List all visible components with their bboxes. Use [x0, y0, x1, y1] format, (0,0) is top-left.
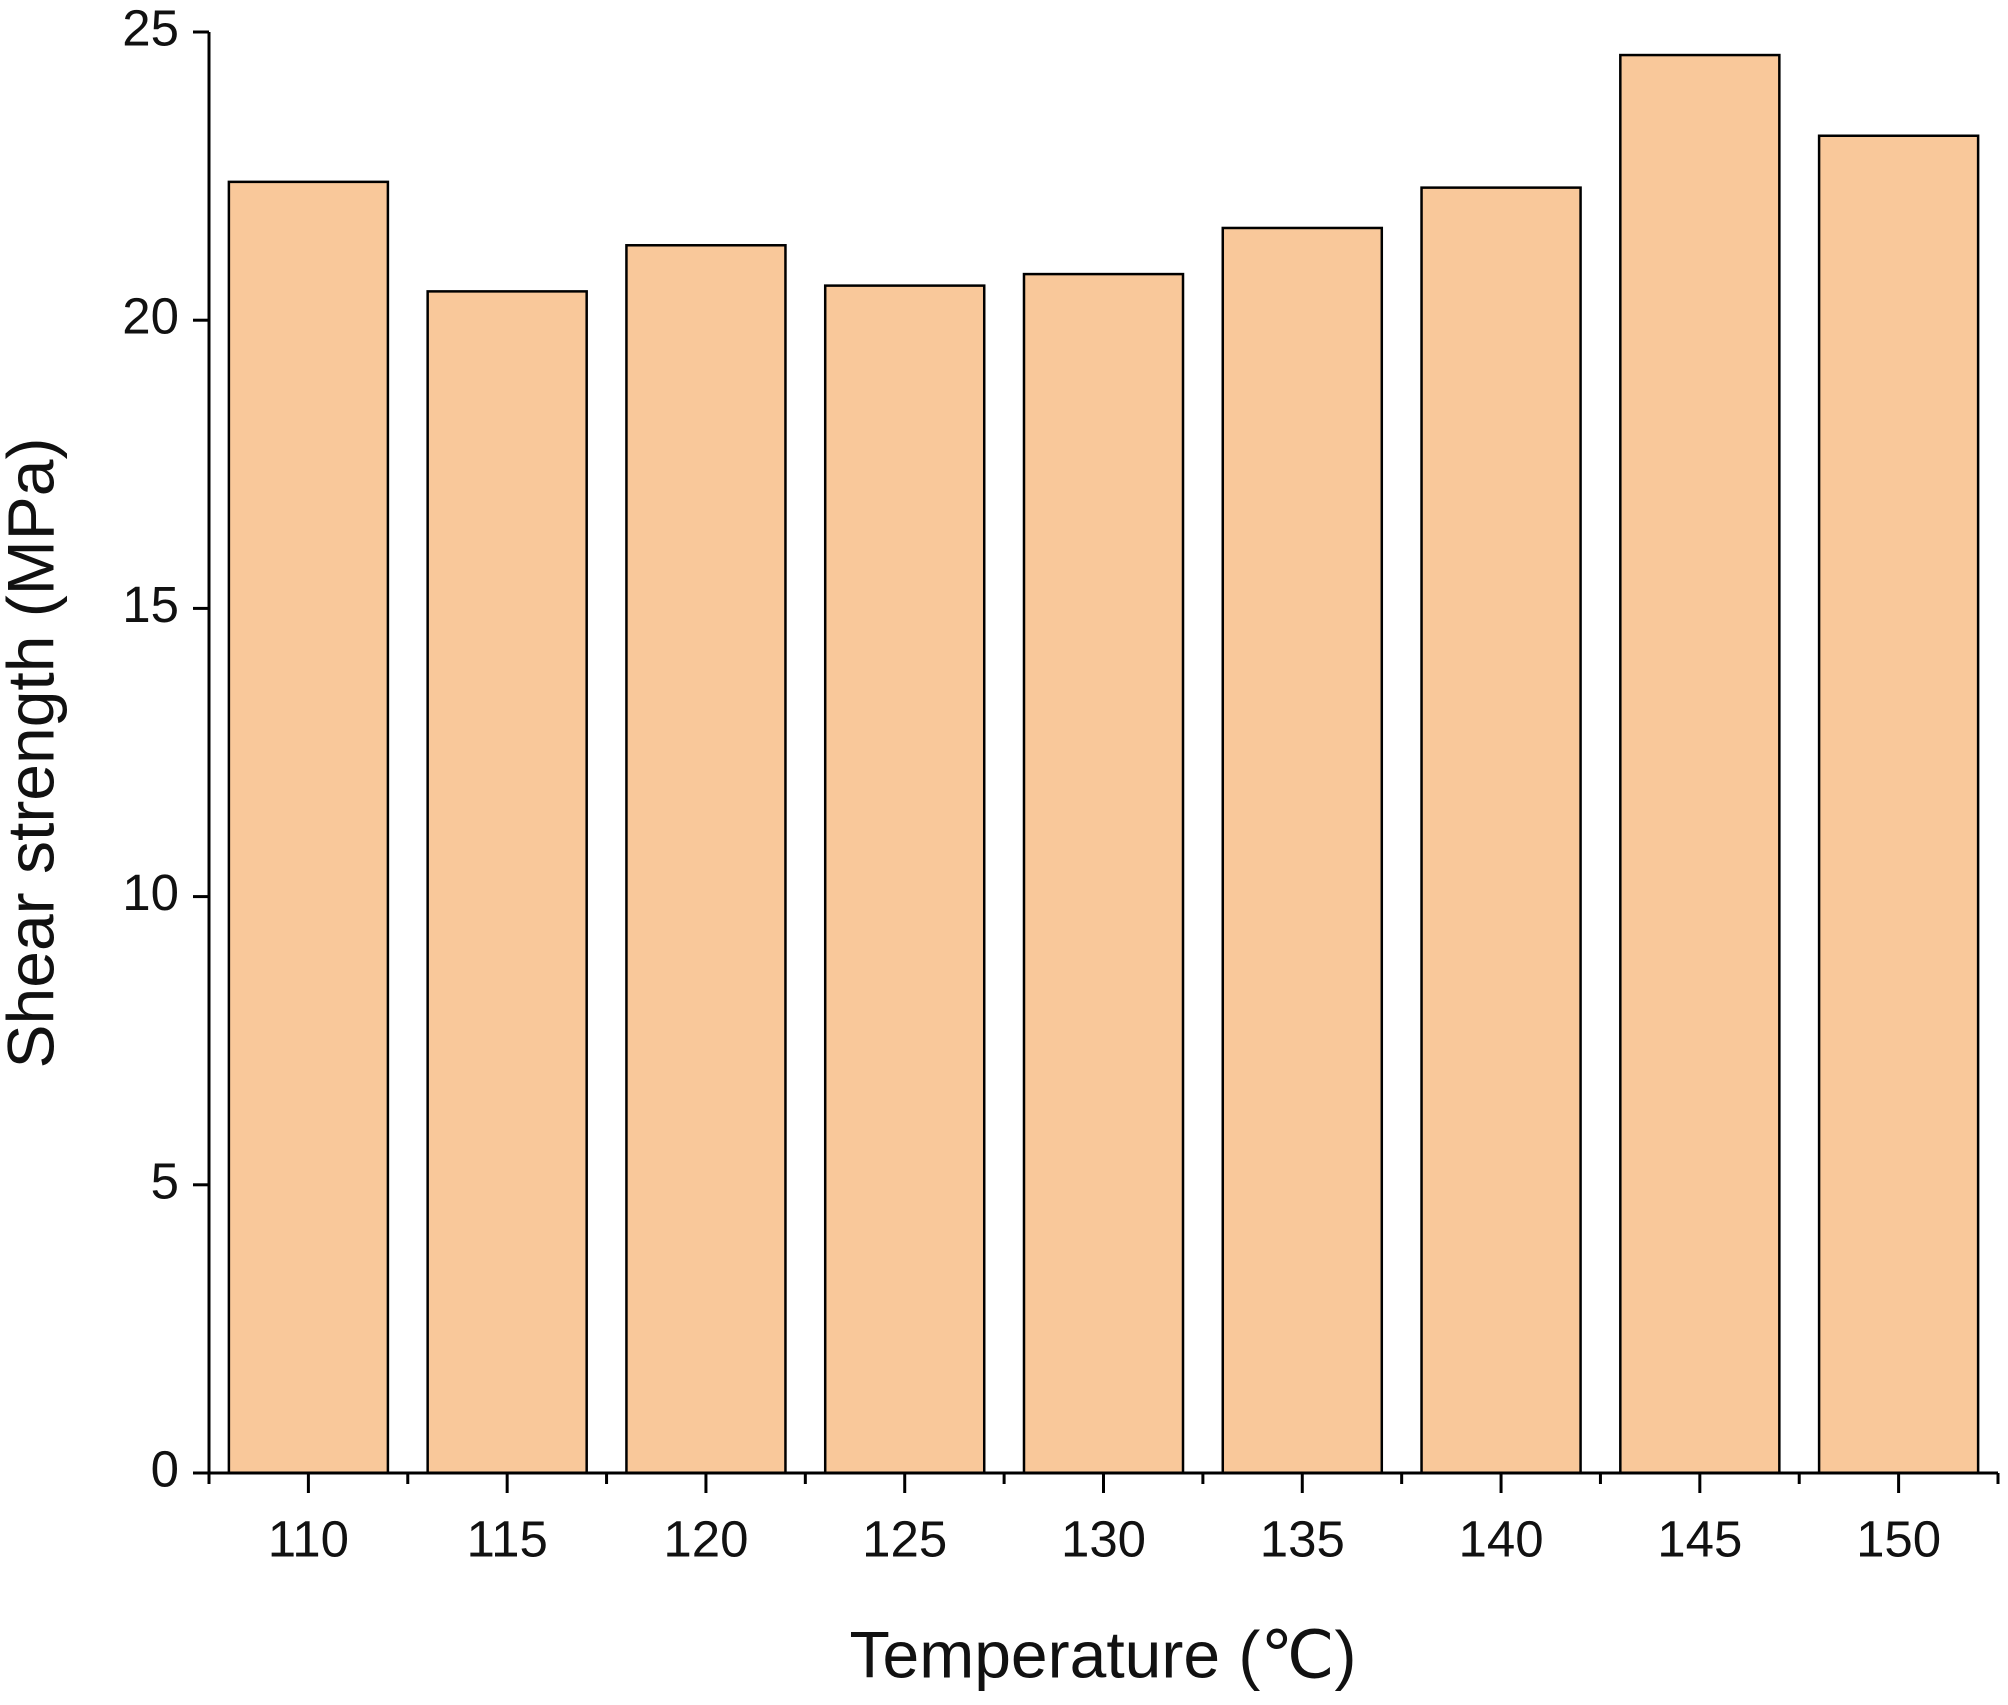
- x-tick-label: 120: [663, 1510, 748, 1567]
- y-tick-label: 25: [122, 0, 179, 56]
- x-tick-label: 135: [1260, 1510, 1345, 1567]
- x-tick-label: 150: [1856, 1510, 1941, 1567]
- bar: [625, 244, 787, 1475]
- bar: [1022, 272, 1185, 1475]
- bar: [1420, 186, 1582, 1475]
- y-tick-label: 5: [151, 1152, 179, 1209]
- y-tick-label: 20: [122, 288, 179, 345]
- bar: [1619, 53, 1781, 1475]
- x-tick-label: 145: [1657, 1510, 1742, 1567]
- bar: [1221, 226, 1384, 1475]
- bar: [426, 290, 588, 1475]
- y-tick-label: 10: [122, 864, 179, 921]
- x-tick-label: 115: [467, 1510, 548, 1567]
- x-tick-label: 140: [1459, 1510, 1544, 1567]
- y-axis-title: Shear strength (MPa): [0, 438, 67, 1069]
- x-tick-label: 125: [862, 1510, 947, 1567]
- y-tick-label: 15: [122, 576, 179, 633]
- y-tick-label: 0: [151, 1440, 179, 1497]
- x-tick-label: 130: [1061, 1510, 1146, 1567]
- bar: [227, 180, 390, 1475]
- bar: [823, 284, 986, 1475]
- x-axis-title: Temperature (℃): [850, 1617, 1357, 1691]
- x-tick-label: 110: [268, 1510, 349, 1567]
- bar: [1817, 134, 1980, 1475]
